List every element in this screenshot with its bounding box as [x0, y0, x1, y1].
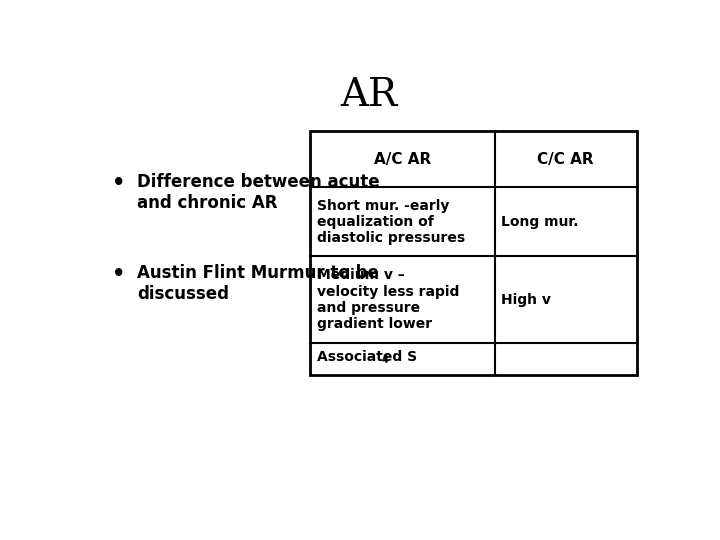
Text: AR: AR [341, 77, 397, 114]
Text: High v: High v [501, 293, 551, 307]
Text: Austin Flint Murmur to be
discussed: Austin Flint Murmur to be discussed [138, 265, 379, 303]
Bar [310, 131, 636, 375]
Text: C/C AR: C/C AR [537, 152, 594, 167]
Text: 4: 4 [382, 355, 388, 365]
Text: Medium v –
velocity less rapid
and pressure
gradient lower: Medium v – velocity less rapid and press… [317, 268, 459, 331]
Text: Difference between acute
and chronic AR: Difference between acute and chronic AR [138, 173, 380, 212]
Text: •: • [112, 265, 126, 285]
Text: A/C AR: A/C AR [374, 152, 431, 167]
Text: Long mur.: Long mur. [501, 215, 579, 229]
Text: Associated S: Associated S [317, 350, 417, 364]
Text: Short mur. -early
equalization of
diastolic pressures: Short mur. -early equalization of diasto… [317, 199, 465, 245]
Text: •: • [112, 173, 126, 193]
